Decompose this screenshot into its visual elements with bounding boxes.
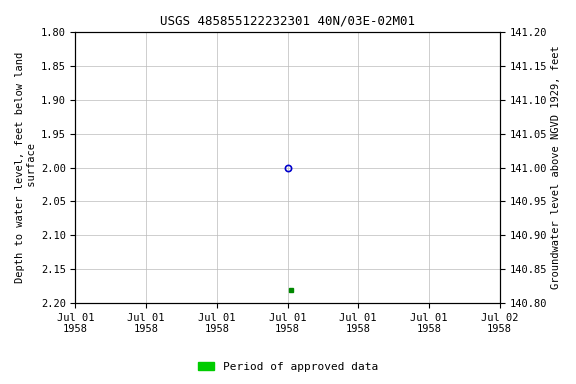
Y-axis label: Groundwater level above NGVD 1929, feet: Groundwater level above NGVD 1929, feet	[551, 46, 561, 290]
Y-axis label: Depth to water level, feet below land
 surface: Depth to water level, feet below land su…	[15, 52, 37, 283]
Legend: Period of approved data: Period of approved data	[193, 358, 383, 377]
Title: USGS 485855122232301 40N/03E-02M01: USGS 485855122232301 40N/03E-02M01	[160, 15, 415, 28]
